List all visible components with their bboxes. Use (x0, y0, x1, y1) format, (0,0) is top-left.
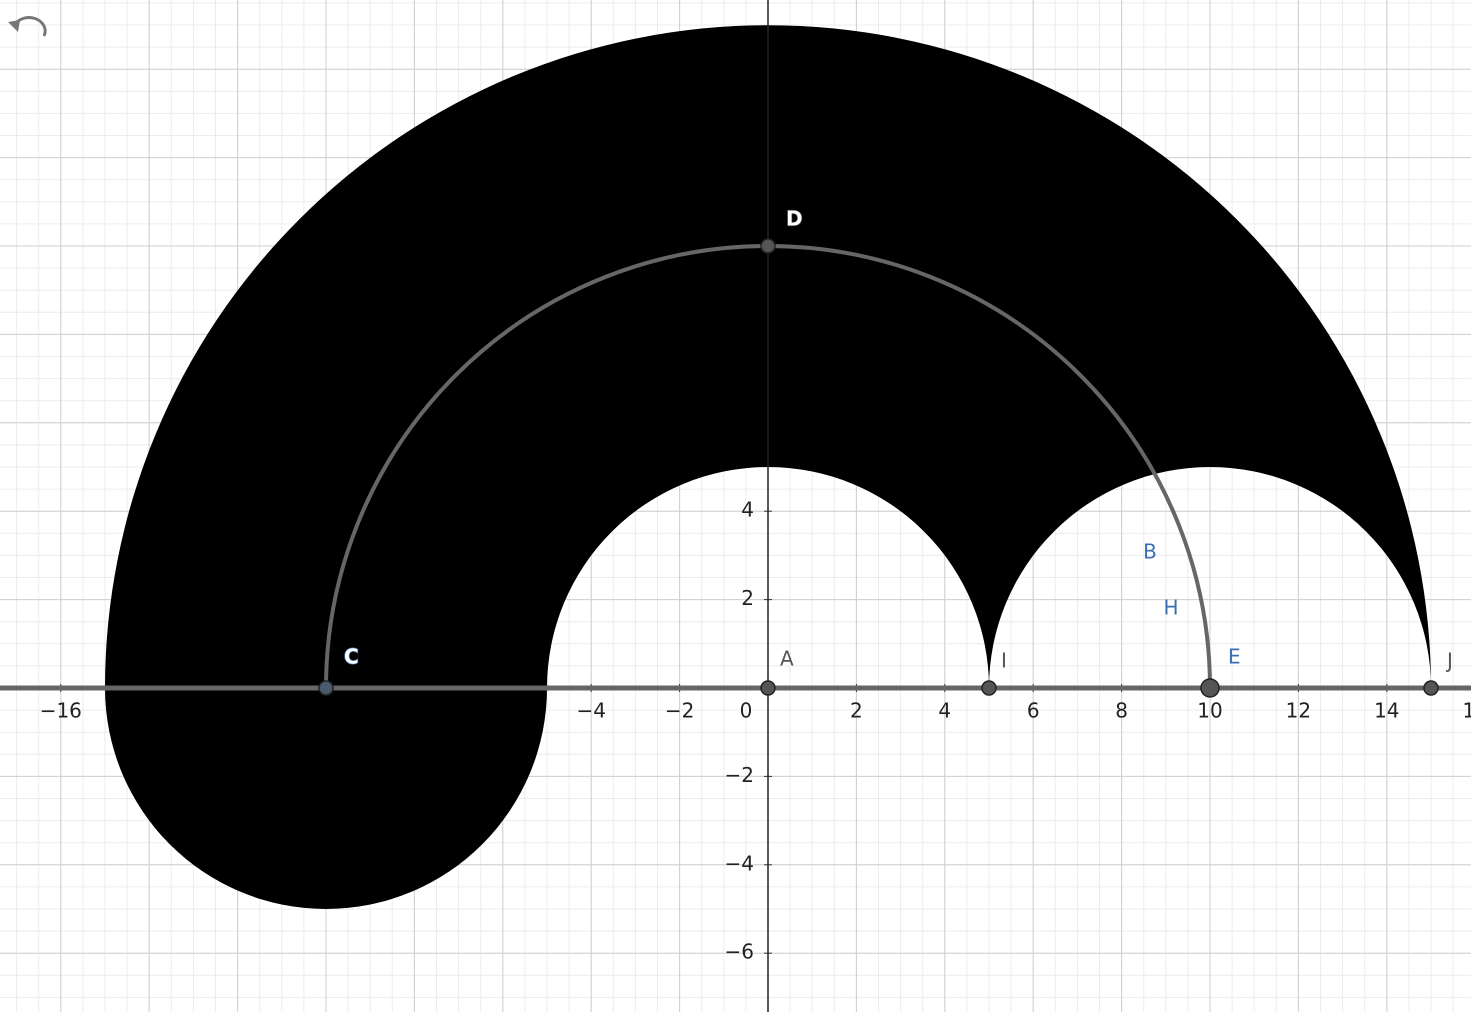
y-tick-label: 4 (741, 498, 754, 522)
point (1423, 680, 1439, 696)
y-tick-label: 2 (741, 586, 754, 610)
object-label: B (1143, 540, 1157, 564)
x-tick-label: 6 (1027, 699, 1040, 723)
point-label: D (786, 207, 803, 231)
y-tick-label: −4 (725, 851, 754, 875)
x-tick-label: 12 (1286, 699, 1311, 723)
x-tick-label: 0 (740, 699, 753, 723)
x-tick-label: 10 (1197, 699, 1222, 723)
point-label: I (1001, 649, 1007, 673)
labels: −16 −4 −2 0 2 4 6 8 10 12 14 16 −6 −4 −2 2 4 A C D E I J B H (40, 206, 1471, 964)
x-tick-label: −16 (40, 699, 82, 723)
x-tick-label: 4 (938, 699, 951, 723)
object-label: H (1163, 596, 1178, 620)
y-tick-label: −6 (725, 940, 754, 964)
point (1200, 678, 1220, 698)
point-label: C (344, 645, 359, 669)
undo-button[interactable] (8, 16, 47, 37)
point (760, 680, 776, 696)
undo-arrow[interactable] (8, 20, 20, 32)
x-tick-label: 2 (850, 699, 863, 723)
x-tick-label: −2 (665, 699, 694, 723)
x-tick-label: −4 (576, 699, 605, 723)
point (760, 238, 776, 254)
point (318, 680, 334, 696)
point-label: A (780, 647, 794, 671)
x-tick-label: 16 (1462, 699, 1471, 723)
point-label: J (1445, 649, 1453, 673)
x-tick-label: 14 (1374, 699, 1399, 723)
y-tick-label: −2 (725, 763, 754, 787)
point-label: E (1228, 645, 1241, 669)
x-tick-label: 8 (1115, 699, 1128, 723)
point (981, 680, 997, 696)
